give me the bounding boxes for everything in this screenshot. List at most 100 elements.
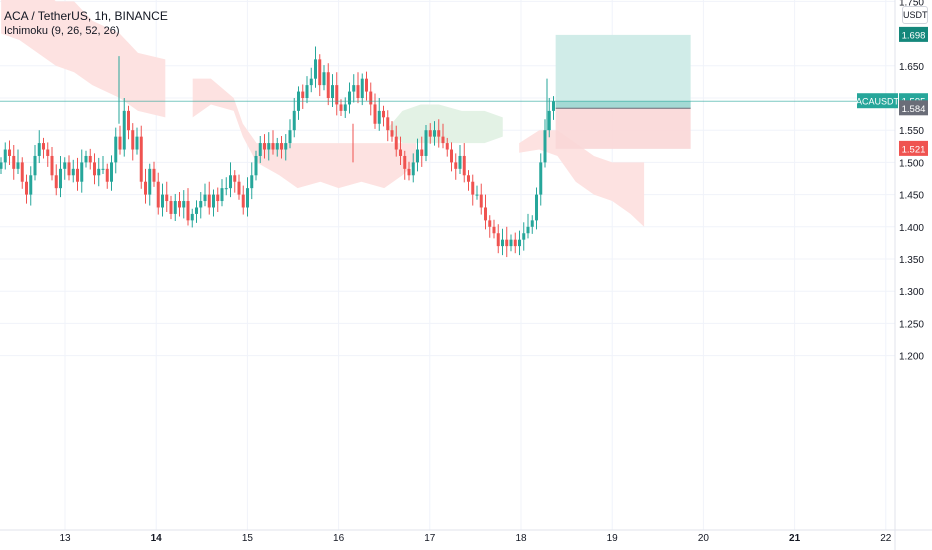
indicator-legend[interactable]: Ichimoku (9, 26, 52, 26) [4, 25, 120, 37]
candle-body [152, 168, 156, 182]
candle-body [458, 155, 462, 169]
candle-body [250, 175, 254, 189]
symbol-price-tag-label: ACAUSDT [856, 97, 900, 107]
candle-body [105, 168, 109, 182]
stop-zone [555, 108, 691, 149]
candle-body [420, 149, 424, 156]
candle-body [182, 201, 186, 208]
candle-body [509, 239, 513, 247]
long-position-tool[interactable] [555, 34, 691, 149]
candle-body [335, 85, 339, 105]
candle-body [416, 149, 419, 163]
candle-body [258, 143, 262, 156]
candle-body [195, 207, 198, 214]
candle-body [496, 233, 500, 247]
candle-body [71, 168, 75, 176]
candle-body [207, 194, 211, 208]
candle-body [212, 194, 215, 208]
candle-body [343, 104, 347, 111]
candle-body [169, 201, 173, 214]
candle-body [216, 194, 220, 202]
candle-body [33, 155, 37, 176]
symbol-title[interactable]: ACA / TetherUS, 1h, BINANCE [4, 9, 168, 23]
candle-body [122, 110, 126, 150]
candle-body [80, 162, 84, 182]
candle-body [131, 130, 135, 150]
candle-body [88, 155, 92, 163]
candle-body [271, 143, 275, 150]
y-tick-label: 1.650 [899, 62, 924, 73]
candle-body [118, 136, 122, 150]
candle-body [127, 110, 130, 131]
candle-body [246, 188, 249, 208]
candle-body [165, 194, 169, 202]
candle-body [97, 168, 101, 176]
candle-body [543, 130, 547, 163]
candle-body [263, 143, 266, 150]
cloud-bullish [388, 104, 503, 144]
candle-body [25, 181, 28, 195]
candle-body [156, 181, 160, 208]
candle-body [37, 143, 41, 156]
time-axis[interactable]: 13 14 15 16 17 18 19 20 21 22 [59, 533, 891, 544]
entry-price-tag-label: 1.584 [902, 104, 926, 115]
candle-body [462, 155, 466, 176]
candle-body [386, 117, 390, 131]
candle-body [0, 162, 3, 169]
candle-body [348, 91, 351, 105]
x-tick-label: 15 [242, 533, 254, 544]
candle-body [148, 168, 152, 195]
stop-price-tag-label: 1.521 [902, 144, 926, 155]
candle-body [501, 239, 504, 247]
candle-body [67, 162, 71, 176]
x-tick-label: 14 [151, 533, 163, 544]
candle-body [484, 207, 487, 221]
candle-body [254, 155, 258, 176]
currency-button[interactable]: USDT [902, 6, 928, 24]
price-axis[interactable]: 1.9001.8501.8001.7501.6501.5501.5001.450… [899, 0, 924, 363]
candle-body [403, 155, 407, 169]
candle-body [399, 149, 402, 156]
y-tick-label: 1.250 [899, 319, 924, 330]
candle-body [12, 155, 16, 169]
candle-body [46, 149, 50, 156]
candle-body [339, 104, 343, 111]
candle-body [267, 143, 271, 150]
candle-body [63, 162, 67, 169]
x-tick-label: 20 [698, 533, 710, 544]
target-price-tag [899, 26, 928, 42]
y-tick-label: 1.750 [899, 0, 924, 8]
y-tick-label: 1.350 [899, 255, 924, 266]
candlestick-series [0, 46, 555, 258]
y-tick-label: 1.550 [899, 126, 924, 137]
candle-body [224, 188, 228, 190]
candle-body [467, 175, 470, 182]
candle-body [390, 130, 394, 137]
candle-body [3, 149, 7, 163]
x-tick-label: 17 [424, 533, 436, 544]
candle-body [110, 162, 113, 182]
candle-body [301, 91, 305, 98]
candle-body [59, 168, 62, 189]
candle-body [322, 72, 326, 86]
x-tick-label: 21 [789, 533, 801, 544]
candle-body [535, 194, 538, 221]
candle-body [93, 162, 96, 176]
candle-body [407, 168, 411, 176]
candle-body [101, 168, 105, 170]
candle-body [411, 162, 415, 176]
candle-body [505, 239, 509, 247]
candle-body [135, 136, 139, 150]
candle-body [547, 110, 551, 131]
candle-body [530, 220, 534, 227]
x-tick-label: 18 [515, 533, 527, 544]
candle-body [220, 188, 224, 202]
candle-body [139, 136, 143, 182]
candle-body [288, 130, 292, 144]
candle-body [16, 162, 20, 169]
candle-body [233, 175, 237, 182]
candle-body [369, 91, 373, 105]
candle-body [445, 143, 449, 150]
